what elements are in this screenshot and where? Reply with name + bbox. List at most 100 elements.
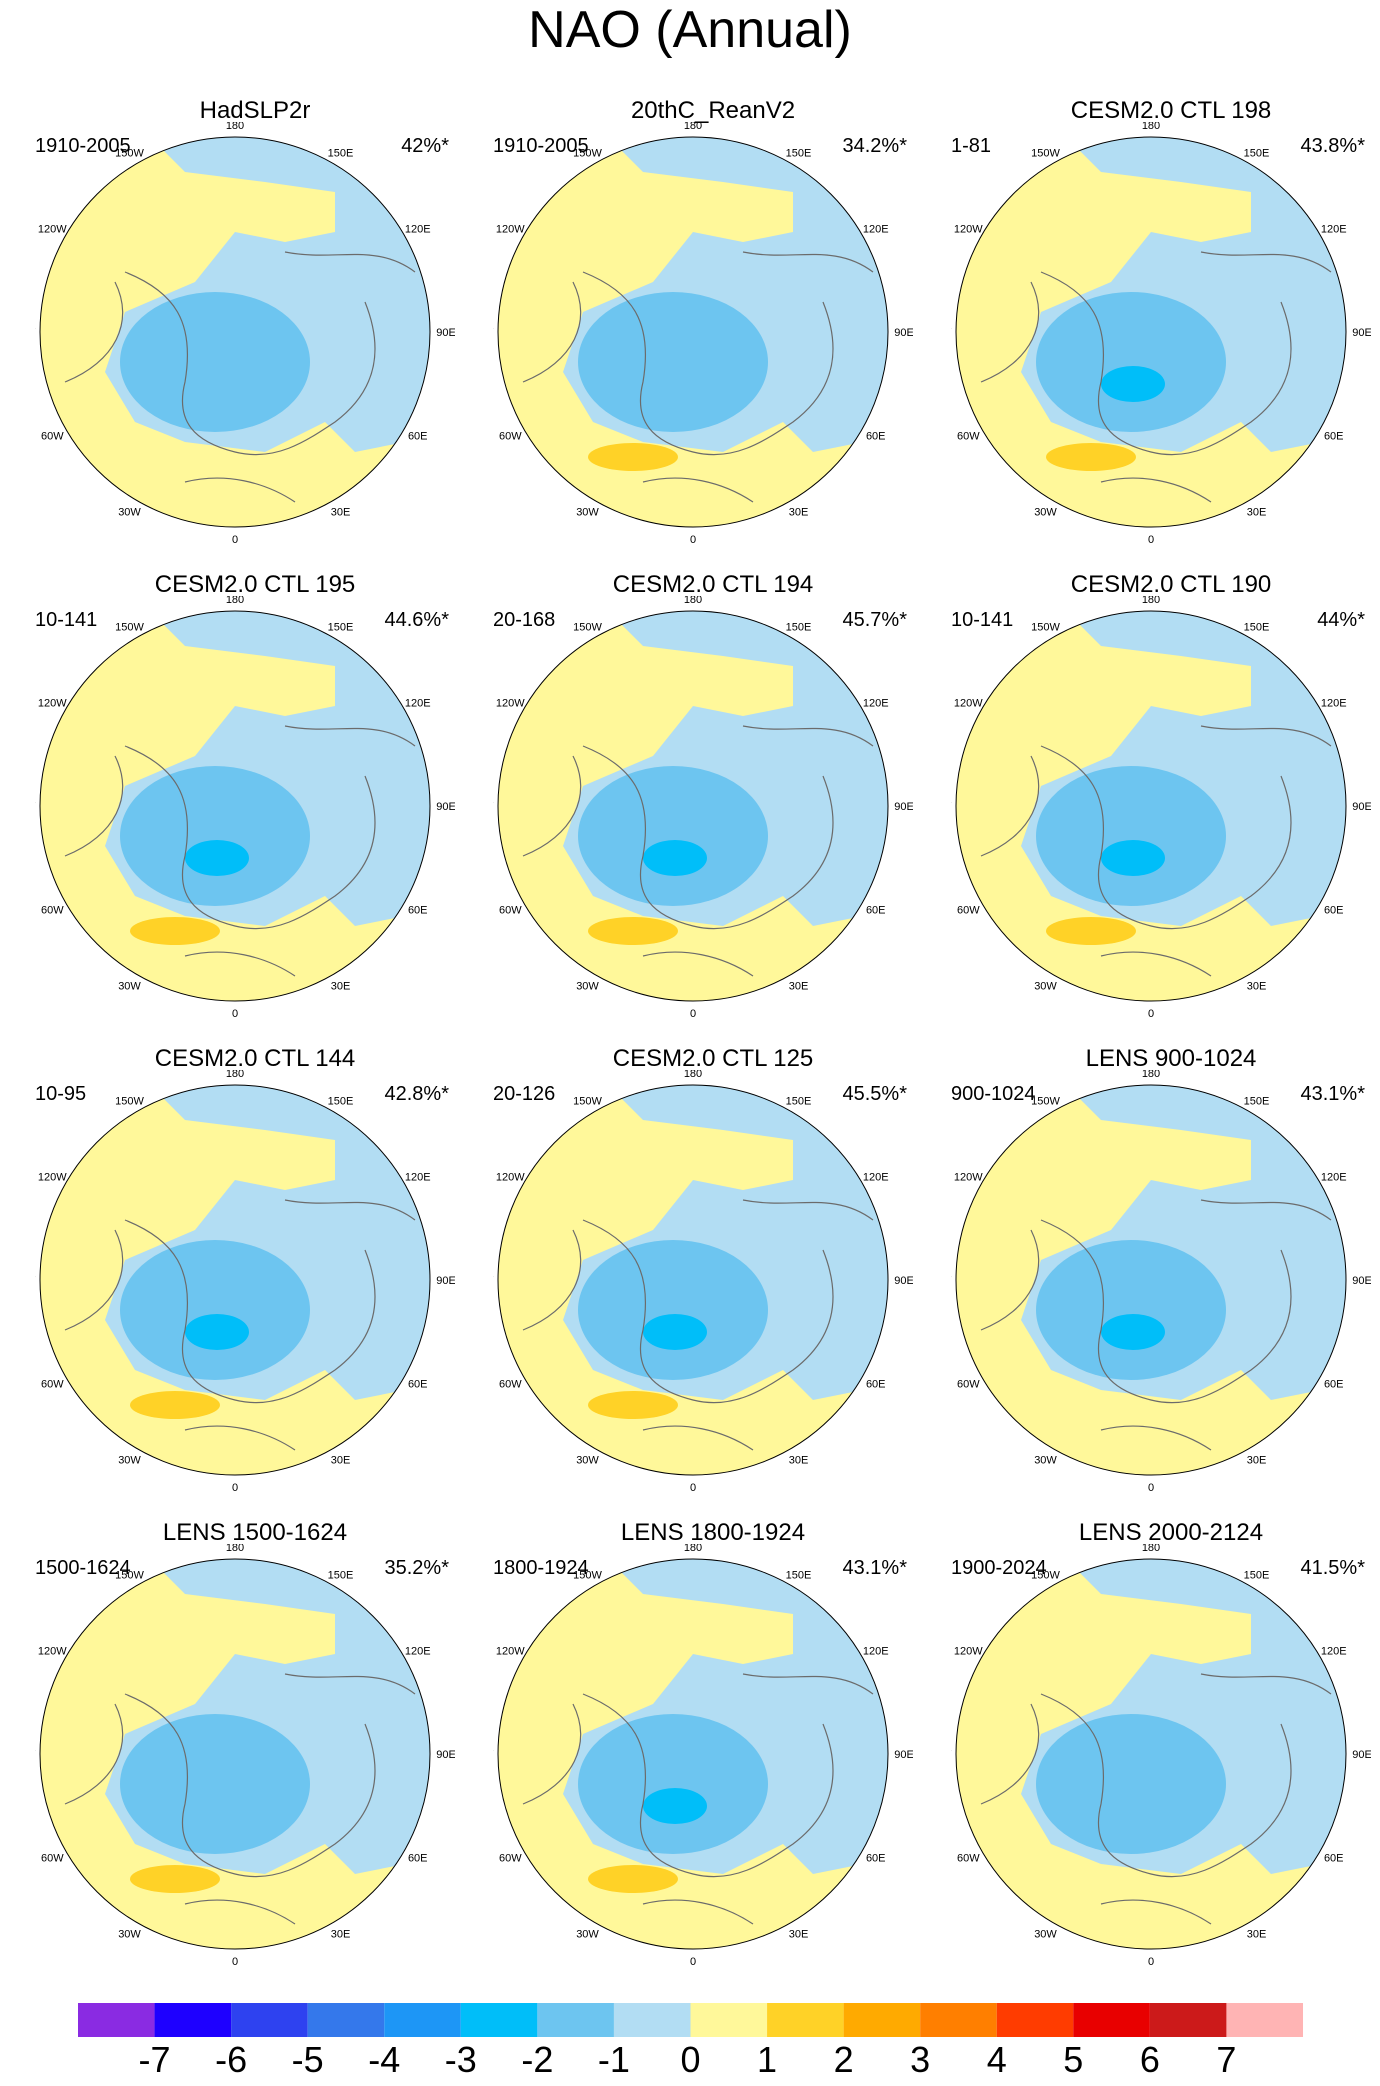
longitude-label: 60E [866,1379,886,1391]
coastline [124,1219,376,1404]
negative-core [1036,766,1226,906]
panel-title: LENS 1500-1624 [162,1519,348,1546]
longitude-label: 180 [1142,1070,1160,1080]
longitude-label: 150W [115,1096,144,1108]
longitude-label: 120E [863,1172,889,1184]
colorbar-label: 2 [833,2039,854,2080]
longitude-label: 120W [496,698,525,710]
negative-center [185,840,249,876]
longitude-label: 120W [496,1172,525,1184]
longitude-label: 90W [951,1749,952,1761]
longitude-label: 120W [38,698,67,710]
panel-period: 10-95 [35,1083,87,1105]
colorbar-label: -7 [138,2039,171,2080]
longitude-label: 60E [866,431,886,443]
negative-center [643,1788,707,1824]
longitude-label: 150E [1244,1570,1270,1582]
coastline [64,1199,416,1451]
longitude-label: 90E [1352,801,1371,813]
panel-variance-percent: 42%* [401,135,449,157]
negative-core [578,1240,768,1380]
panel-title: CESM2.0 CTL 195 [154,571,356,598]
colorbar-label: 3 [910,2039,931,2080]
panel-variance-percent: 42.8%* [384,1083,450,1105]
colorbar-label: 4 [986,2039,1007,2080]
longitude-label: 30W [1034,506,1057,518]
colorbar-segment [920,2003,997,2037]
map-border [955,610,1347,1002]
coastline [124,1693,376,1878]
positive-anomaly [588,443,678,471]
longitude-label: 60E [408,1853,428,1865]
positive-anomaly [130,1391,220,1419]
longitude-label: 60W [957,1853,980,1865]
longitude-label: 150W [115,1570,144,1582]
longitude-label: 90E [894,327,913,339]
longitude-label: 120W [496,224,525,236]
longitude-label: 90W [951,327,952,339]
longitude-label: 150W [115,622,144,634]
longitude-label: 150E [1244,148,1270,160]
figure-title: NAO (Annual) [528,1,852,59]
colorbar-label: -1 [597,2039,630,2080]
longitude-label: 60W [41,431,64,443]
longitude-label: 120E [405,1646,431,1658]
map-panel: CESM2.0 CTL 195 10-141 44.6%* 180 150E 120E 90… [35,570,475,1045]
longitude-label: 90E [1352,1749,1371,1761]
negative-core [120,766,310,906]
longitude-label: 150E [328,148,354,160]
colorbar-segment [996,2003,1074,2037]
longitude-label: 30W [1034,1928,1057,1940]
longitude-label: 60W [957,1379,980,1391]
map-border [39,136,431,528]
coastline [64,1673,416,1925]
coastline [582,271,834,456]
negative-center [643,1314,707,1350]
longitude-label: 90W [493,327,494,339]
panel-title: CESM2.0 CTL 190 [1070,571,1272,598]
longitude-label: 90W [35,327,36,339]
polar-map: 180 150E 120E 90E 60E 30E 0 30W 60W 90W 120W 150W [493,122,913,546]
positive-anomaly [130,1865,220,1893]
map-border [497,610,889,1002]
panel-title: 20thC_ReanV2 [630,97,796,124]
map-border [955,1084,1347,1476]
colorbar-label: 7 [1216,2039,1237,2080]
longitude-label: 90W [35,801,36,813]
panel-variance-percent: 43.8%* [1300,135,1366,157]
longitude-label: 0 [232,1008,238,1020]
longitude-label: 30E [331,1454,351,1466]
negative-core [578,766,768,906]
coastline [1040,1219,1292,1404]
colorbar-segment [690,2003,768,2037]
longitude-label: 0 [690,1956,696,1968]
longitude-label: 120E [863,698,889,710]
polar-map: 180 150E 120E 90E 60E 30E 0 30W 60W 90W 120W 150W [493,596,913,1020]
negative-core [120,292,310,432]
longitude-label: 150E [786,148,812,160]
map-border [39,610,431,1002]
map-panel: CESM2.0 CTL 144 10-95 42.8%* 180 150E 120E 90E… [35,1044,475,1519]
longitude-label: 150W [573,622,602,634]
panel-period: 1500-1624 [35,1557,131,1579]
panel-period: 20-168 [493,609,556,631]
longitude-label: 30W [1034,980,1057,992]
polar-map: 180 150E 120E 90E 60E 30E 0 30W 60W 90W 120W 150W [493,1544,913,1968]
longitude-label: 0 [232,534,238,546]
longitude-label: 90W [35,1275,36,1287]
colorbar-segment [231,2003,308,2037]
longitude-label: 90W [951,801,952,813]
longitude-label: 60E [408,905,428,917]
colorbar-label: 1 [757,2039,778,2080]
longitude-label: 30W [576,1928,599,1940]
longitude-label: 90W [493,801,494,813]
longitude-label: 90E [1352,1275,1371,1287]
colorbar-segment [767,2003,844,2037]
colorbar-label: -6 [215,2039,248,2080]
longitude-label: 30W [576,506,599,518]
colorbar-label: -2 [521,2039,554,2080]
longitude-label: 30W [118,1928,141,1940]
longitude-label: 30E [789,980,809,992]
longitude-label: 180 [684,122,702,132]
longitude-label: 60W [499,431,522,443]
